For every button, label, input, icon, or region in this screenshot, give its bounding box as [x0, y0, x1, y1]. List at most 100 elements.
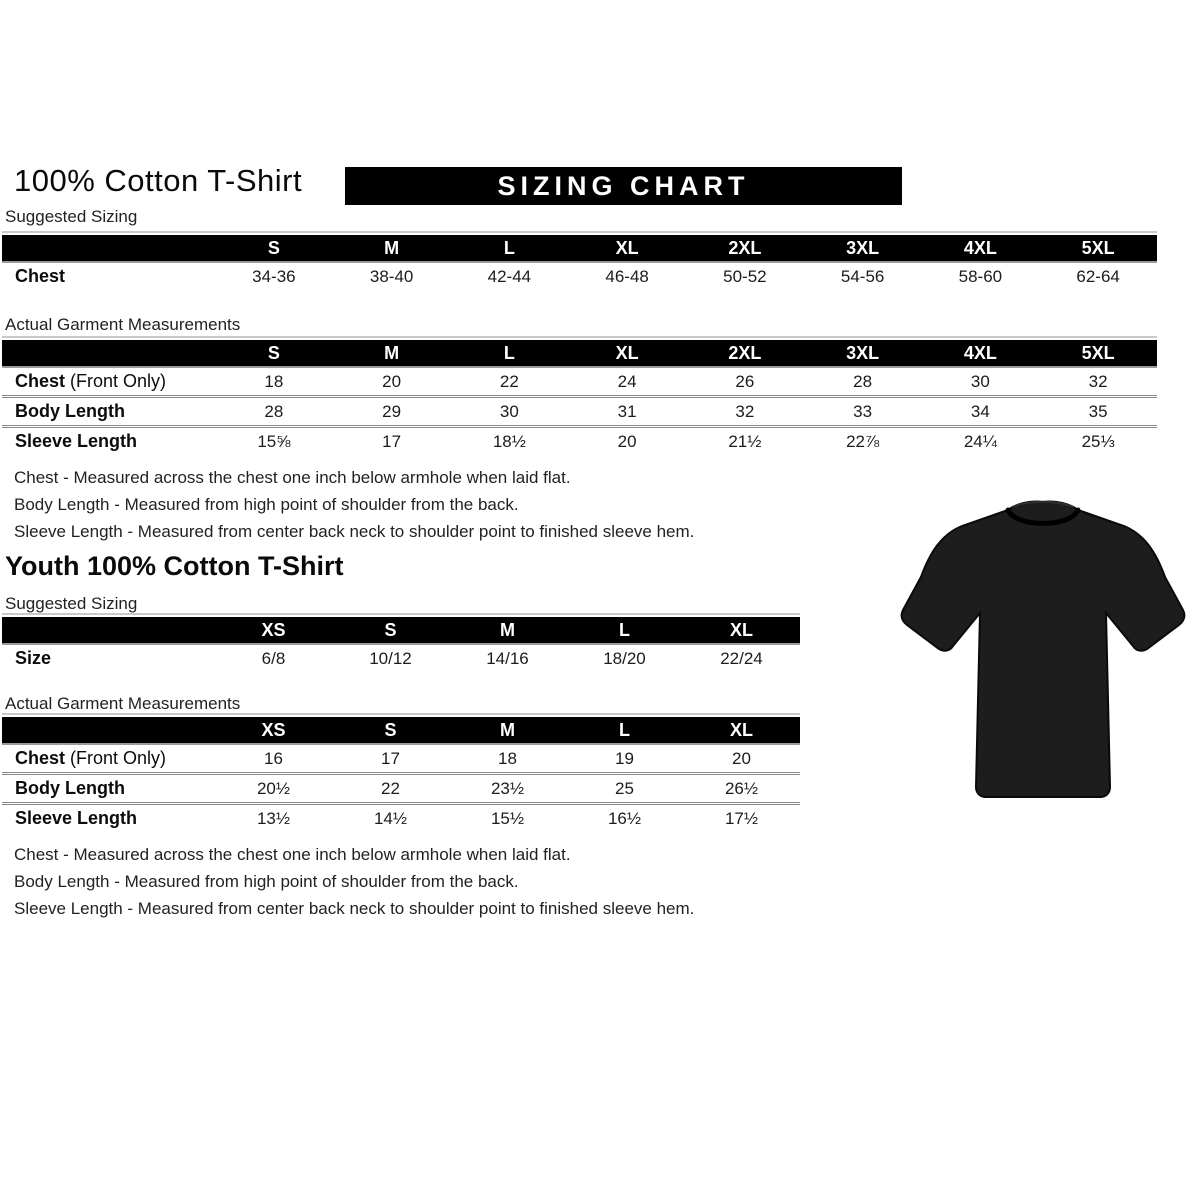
column-header-s: S	[384, 619, 397, 640]
row-label: Sleeve Length	[2, 808, 215, 829]
black-tshirt-image	[890, 482, 1196, 812]
column-header-l: L	[619, 619, 630, 640]
column-header-s: S	[267, 237, 280, 258]
table-row: Body Length 28 29 30 31 32 33 34 35	[2, 398, 1157, 428]
size-value: 24¼	[963, 431, 997, 451]
size-value: 28	[853, 371, 873, 391]
column-header-3xl: 3XL	[846, 342, 880, 363]
size-value: 26	[735, 371, 755, 391]
size-value: 50-52	[723, 266, 767, 286]
row-label-text: Sleeve Length	[15, 808, 138, 828]
table-row: Chest 34-36 38-40 42-44 46-48 50-52 54-56 58-60…	[2, 263, 1157, 290]
size-value: 17	[382, 431, 402, 451]
size-value: 10/12	[369, 648, 412, 668]
youth-garment-measurements-label: Actual Garment Measurements	[5, 694, 241, 713]
row-label-text: Body Length	[15, 401, 125, 421]
row-label-suffix: (Front Only)	[65, 371, 167, 391]
youth-suggested-sizing-label: Suggested Sizing	[5, 594, 138, 613]
size-value: 17½	[724, 808, 759, 828]
row-label: Chest (Front Only)	[2, 371, 215, 392]
size-value: 33	[853, 401, 873, 421]
column-header-5xl: 5XL	[1081, 237, 1115, 258]
size-value: 62-64	[1076, 266, 1120, 286]
size-value: 32	[735, 401, 755, 421]
adult-suggested-sizing-table: S M L XL 2XL 3XL 4XL 5XL Chest 34-36 38-40 42-44 46-…	[2, 231, 1157, 290]
table-header-row: S M L XL 2XL 3XL 4XL 5XL	[2, 235, 1157, 263]
note-body-length: Body Length - Measured from high point o…	[14, 495, 519, 514]
note-sleeve-length: Sleeve Length - Measured from center bac…	[14, 522, 695, 541]
column-header-5xl: 5XL	[1081, 342, 1115, 363]
size-value: 34-36	[252, 266, 296, 286]
size-value: 24	[617, 371, 637, 391]
size-value: 54-56	[840, 266, 885, 286]
row-label: Body Length	[2, 401, 215, 422]
size-value: 29	[382, 401, 402, 421]
size-value: 6/8	[261, 648, 286, 668]
row-label-text: Body Length	[15, 778, 125, 798]
youth-section-title: Youth 100% Cotton T-Shirt	[5, 551, 344, 581]
column-header-m: M	[384, 342, 400, 363]
size-value: 20	[382, 371, 402, 391]
size-value: 15½	[490, 808, 525, 828]
youth-measurement-notes: Chest - Measured across the chest one in…	[14, 841, 694, 922]
size-value: 42-44	[487, 266, 532, 286]
size-value: 16	[264, 748, 283, 768]
size-value: 20½	[256, 778, 291, 798]
table-header-row: XS S M L XL	[2, 717, 800, 745]
note-chest: Chest - Measured across the chest one in…	[14, 468, 571, 487]
size-value: 15⅝	[257, 431, 291, 451]
size-value: 17	[381, 748, 400, 768]
size-value: 25⅓	[1081, 431, 1115, 451]
column-header-xs: XS	[261, 719, 286, 740]
size-value: 25	[615, 778, 634, 798]
table-row: Chest (Front Only) 18 20 22 24 26 28 30 32	[2, 368, 1157, 398]
column-header-m: M	[500, 619, 515, 640]
column-header-2xl: 2XL	[728, 342, 762, 363]
table-row: Chest (Front Only) 16 17 18 19 20	[2, 745, 800, 775]
tshirt-collar	[1005, 507, 1081, 526]
size-value: 31	[617, 401, 637, 421]
size-value: 23½	[490, 778, 525, 798]
column-header-l: L	[619, 719, 630, 740]
row-label-suffix: (Front Only)	[65, 748, 167, 768]
column-header-xs: XS	[261, 619, 286, 640]
row-label: Chest (Front Only)	[2, 748, 215, 769]
row-label: Size	[2, 648, 215, 669]
note-chest: Chest - Measured across the chest one in…	[14, 845, 571, 864]
row-label-text: Chest	[15, 266, 66, 286]
youth-suggested-sizing-table: XS S M L XL Size 6/8 10/12 14/16 18/20 22/24	[2, 613, 800, 672]
size-value: 32	[1088, 371, 1108, 391]
table-row: Sleeve Length 15⅝ 17 18½ 20 21½ 22⅞ 24¼ 25⅓	[2, 428, 1157, 455]
size-value: 16½	[607, 808, 642, 828]
table-header-row: XS S M L XL	[2, 617, 800, 645]
size-value: 58-60	[958, 266, 1003, 286]
note-body-length: Body Length - Measured from high point o…	[14, 872, 519, 891]
size-value: 22	[381, 778, 400, 798]
row-label: Sleeve Length	[2, 431, 215, 452]
adult-garment-measurements-label: Actual Garment Measurements	[5, 315, 241, 334]
column-header-xl: XL	[615, 342, 639, 363]
size-value: 34	[970, 401, 990, 421]
size-value: 30	[499, 401, 519, 421]
adult-measurement-notes: Chest - Measured across the chest one in…	[14, 464, 694, 545]
size-value: 18½	[492, 431, 526, 451]
tshirt-body	[900, 500, 1186, 798]
size-value: 38-40	[369, 266, 414, 286]
column-header-s: S	[267, 342, 280, 363]
column-header-xl: XL	[615, 237, 639, 258]
sizing-chart-banner: SIZING CHART	[345, 167, 902, 205]
column-header-l: L	[503, 342, 515, 363]
size-value: 28	[264, 401, 284, 421]
size-value: 14/16	[486, 648, 529, 668]
size-value: 35	[1088, 401, 1108, 421]
column-header-2xl: 2XL	[728, 237, 762, 258]
page-title: 100% Cotton T-Shirt	[14, 163, 303, 198]
size-value: 18	[264, 371, 284, 391]
size-value: 20	[617, 431, 637, 451]
size-value: 46-48	[605, 266, 649, 286]
adult-garment-measurements-table: S M L XL 2XL 3XL 4XL 5XL Chest (Front Only) 18 20 2…	[2, 336, 1157, 455]
row-label-text: Sleeve Length	[15, 431, 138, 451]
size-value: 22⅞	[846, 431, 880, 451]
column-header-xl: XL	[729, 619, 753, 640]
column-header-4xl: 4XL	[963, 342, 997, 363]
